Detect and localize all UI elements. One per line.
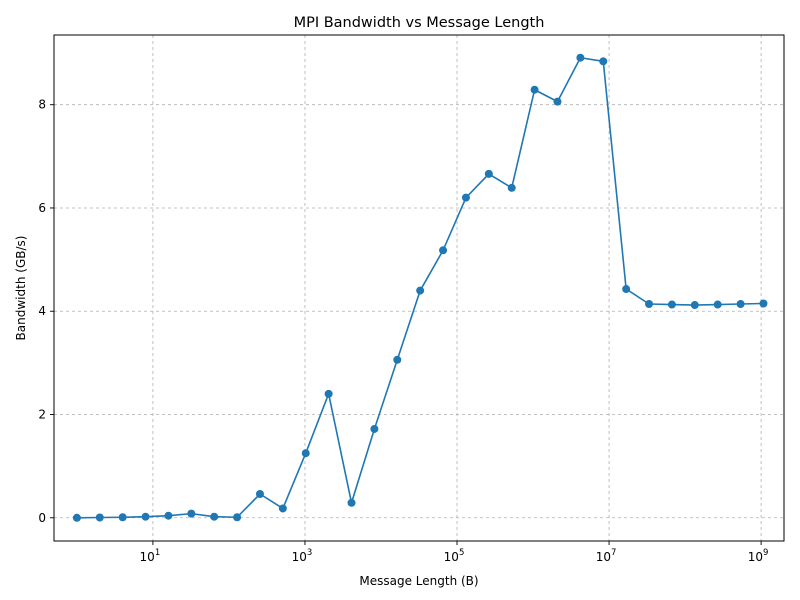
data-point — [301, 449, 310, 458]
data-point — [736, 300, 745, 309]
x-tick-base: 10 — [140, 550, 155, 564]
data-point — [278, 504, 287, 513]
data-point — [370, 424, 379, 433]
data-point — [187, 509, 196, 518]
data-point — [141, 512, 150, 521]
y-tick-label: 6 — [38, 201, 46, 215]
y-axis-label: Bandwidth (GB/s) — [14, 236, 28, 341]
x-tick-label: 101 — [140, 548, 161, 564]
y-tick-label: 4 — [38, 304, 46, 318]
y-tick-label: 0 — [38, 511, 46, 525]
data-point — [72, 513, 81, 522]
x-tick-label: 107 — [596, 548, 617, 564]
data-point — [484, 169, 493, 178]
x-tick-label: 103 — [292, 548, 313, 564]
x-tick-base: 10 — [444, 550, 459, 564]
data-point — [530, 85, 539, 94]
data-point — [461, 193, 470, 202]
data-point — [507, 183, 516, 192]
x-tick-exponent: 9 — [763, 548, 768, 558]
data-point — [667, 300, 676, 309]
data-point — [233, 513, 242, 522]
series-layer — [72, 53, 768, 522]
plot-frame — [53, 34, 785, 542]
data-point — [645, 300, 654, 309]
x-tick-base: 10 — [596, 550, 611, 564]
data-point — [210, 512, 219, 521]
data-point — [599, 57, 608, 66]
data-point — [416, 286, 425, 295]
x-tick-base: 10 — [292, 550, 307, 564]
x-tick-exponent: 7 — [611, 548, 616, 558]
data-point — [690, 301, 699, 310]
x-tick-label: 105 — [444, 548, 465, 564]
data-point — [255, 490, 264, 499]
x-tick-exponent: 1 — [155, 548, 160, 558]
chart-title: MPI Bandwidth vs Message Length — [294, 15, 545, 31]
y-tick-label: 8 — [38, 98, 46, 112]
data-point — [347, 498, 356, 507]
data-point — [118, 513, 127, 522]
x-tick-label: 109 — [748, 548, 769, 564]
data-point — [713, 300, 722, 309]
data-point — [95, 513, 104, 522]
data-point — [439, 246, 448, 255]
x-axis-label: Message Length (B) — [359, 574, 478, 588]
data-point — [622, 285, 631, 294]
data-point — [393, 355, 402, 364]
y-tick-label: 2 — [38, 408, 46, 422]
x-tick-base: 10 — [748, 550, 763, 564]
data-point — [324, 389, 333, 398]
data-point — [576, 53, 585, 62]
x-tick-exponent: 5 — [459, 548, 464, 558]
x-tick-exponent: 3 — [307, 548, 312, 558]
data-point — [553, 97, 562, 106]
data-point — [164, 511, 173, 520]
data-point — [759, 299, 768, 308]
